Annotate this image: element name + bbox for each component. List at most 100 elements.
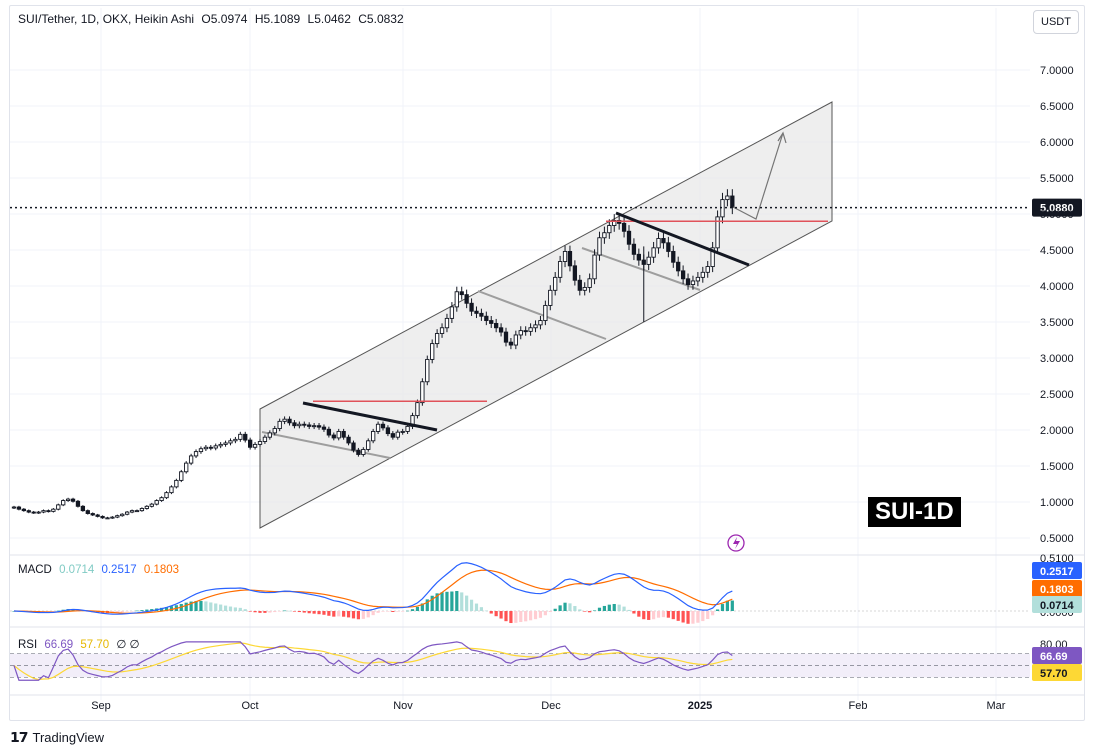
candle-body — [523, 330, 528, 333]
macd-histogram-bar — [322, 611, 326, 615]
candle — [316, 423, 322, 430]
macd-histogram-bar — [548, 611, 552, 612]
macd-histogram-bar — [115, 611, 119, 613]
macd-histogram-bar — [391, 611, 395, 612]
macd-histogram-bar — [612, 603, 616, 611]
candle-body — [149, 503, 154, 507]
macd-histogram-bar — [592, 610, 597, 612]
candle — [164, 491, 169, 500]
macd-histogram-bar — [524, 611, 528, 622]
macd-histogram-bar — [140, 610, 144, 611]
macd-histogram-bar — [228, 606, 233, 611]
candle — [144, 505, 149, 510]
macd-histogram-bar — [135, 610, 139, 612]
macd-histogram-bar — [238, 607, 242, 611]
candle — [705, 261, 710, 278]
candle — [198, 446, 204, 454]
candle — [685, 273, 691, 290]
candle-body — [134, 510, 140, 513]
candle — [292, 420, 297, 429]
candle-body — [646, 256, 651, 265]
chart-header: SUI/Tether, 1D, OKX, Heikin Ashi O5.0974… — [18, 12, 408, 26]
ohlc-close: C5.0832 — [358, 12, 404, 26]
macd-histogram-bar — [223, 605, 228, 611]
macd-histogram-bar — [410, 609, 415, 611]
candle-body — [336, 430, 341, 439]
macd-histogram-bar — [642, 611, 646, 620]
candle — [400, 428, 405, 435]
candle — [390, 431, 395, 440]
macd-histogram-bar — [460, 592, 464, 611]
candle-body — [139, 508, 145, 512]
candle — [494, 318, 499, 333]
candle — [548, 285, 553, 311]
rsi-value-tag-text: 57.70 — [1040, 668, 1068, 680]
macd-histogram-bar — [189, 601, 193, 611]
candle-body — [159, 497, 164, 502]
candle — [513, 330, 518, 350]
price-tick-label: 7.0000 — [1040, 65, 1074, 77]
candle-body — [538, 320, 543, 326]
candle-body — [208, 446, 213, 449]
candle-body — [115, 515, 120, 518]
candle — [287, 416, 292, 426]
time-tick-label: Dec — [541, 700, 561, 712]
candle-body — [666, 242, 671, 252]
projection-arrow — [732, 132, 784, 220]
candle-body — [287, 418, 292, 424]
candle — [159, 496, 164, 502]
macd-line-value: 0.2517 — [101, 564, 137, 576]
macd-legend: MACD 0.0714 0.2517 0.1803 — [18, 564, 183, 576]
candle-body — [252, 443, 258, 448]
candle-body — [430, 343, 435, 360]
candle — [434, 329, 440, 348]
macd-histogram-bar — [401, 611, 405, 612]
last-price-value: 5.0880 — [1040, 203, 1074, 215]
macd-histogram-bar — [504, 611, 508, 622]
macd-histogram-bar — [204, 601, 208, 611]
macd-signal-value: 0.1803 — [143, 564, 180, 576]
rsi-title[interactable]: RSI — [18, 639, 38, 651]
macd-histogram-bar — [652, 611, 656, 620]
inner-trendline — [261, 431, 391, 459]
candle-body — [179, 471, 184, 481]
candle-body — [671, 250, 676, 263]
macd-histogram-bar — [381, 611, 385, 612]
time-tick-label: Nov — [393, 700, 413, 712]
candle — [56, 503, 61, 511]
macd-title[interactable]: MACD — [18, 564, 52, 576]
candle-body — [120, 513, 125, 517]
macd-histogram-bar — [529, 611, 533, 621]
symbol-title[interactable]: SUI/Tether, 1D, OKX, Heikin Ashi — [18, 12, 195, 26]
candle-body — [420, 381, 425, 404]
candle — [125, 510, 130, 516]
candle — [262, 434, 268, 444]
macd-histogram-bar — [273, 611, 277, 613]
candle — [90, 512, 95, 517]
macd-histogram-bar — [514, 611, 518, 623]
macd-histogram-bar — [317, 611, 321, 615]
candle-body — [203, 446, 209, 450]
candle-body — [459, 291, 464, 296]
macd-histogram-bar — [125, 611, 129, 612]
macd-histogram-bar — [351, 611, 356, 619]
rsi-band — [10, 653, 1030, 678]
candle — [715, 210, 720, 254]
currency-button[interactable]: USDT — [1033, 10, 1079, 34]
candle — [174, 478, 179, 489]
macd-value-tag-text: 0.0714 — [1040, 600, 1075, 612]
candle-body — [449, 306, 455, 319]
macd-histogram-bar — [637, 611, 641, 617]
macd-histogram-bar — [578, 609, 582, 611]
tradingview-logo[interactable]: 𝟭𝟳 TradingView — [10, 729, 104, 746]
candle-body — [257, 441, 263, 445]
candle — [188, 453, 194, 466]
candle — [120, 513, 125, 517]
macd-histogram-bar — [474, 603, 479, 611]
candle — [671, 245, 676, 268]
macd-histogram-bar — [563, 602, 567, 611]
candle — [572, 260, 578, 286]
candle-body — [375, 423, 381, 432]
macd-histogram-bar — [730, 600, 734, 611]
